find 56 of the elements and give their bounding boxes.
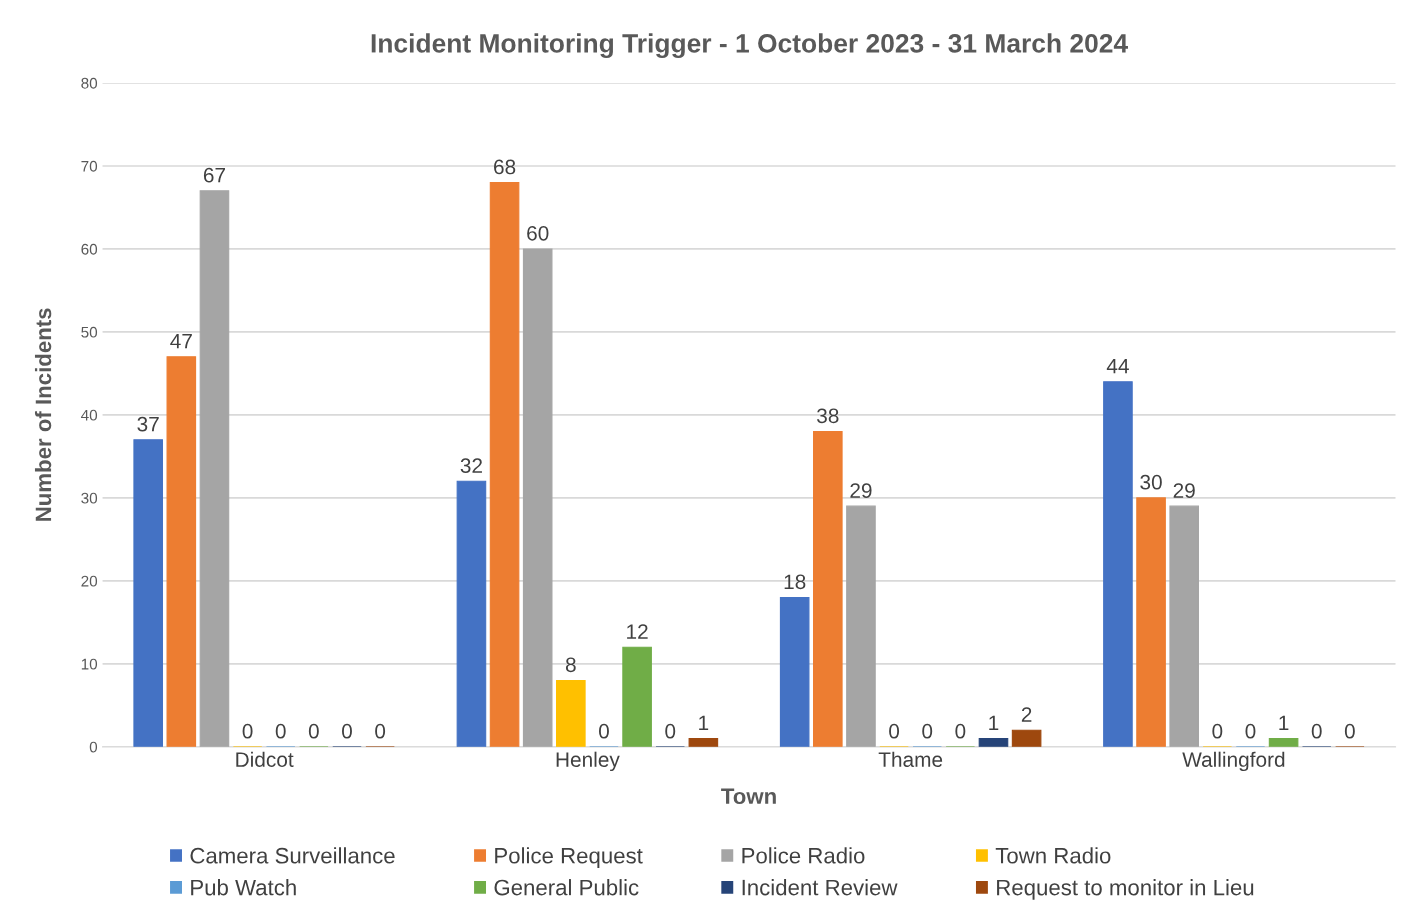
data-label: 67 xyxy=(203,167,225,183)
data-label: 37 xyxy=(137,416,159,432)
data-label: 0 xyxy=(1344,723,1355,739)
x-tick-label: Wallingford xyxy=(1182,751,1285,772)
data-label: 0 xyxy=(242,723,253,739)
data-label: 0 xyxy=(922,723,933,739)
data-label: 0 xyxy=(1212,723,1223,739)
data-label: 12 xyxy=(627,624,648,639)
y-tick-label: 50 xyxy=(81,326,98,338)
x-tick-label: Henley xyxy=(556,751,620,772)
data-label: 2 xyxy=(1021,707,1032,722)
data-label: 18 xyxy=(784,574,806,590)
data-label: 47 xyxy=(170,333,192,349)
x-axis-title: Town xyxy=(721,788,776,805)
data-label: 60 xyxy=(527,225,549,241)
y-tick-label: 70 xyxy=(81,160,98,172)
data-label: 0 xyxy=(308,723,319,739)
legend-label: Police Radio xyxy=(742,847,865,864)
data-label: 29 xyxy=(850,483,872,498)
data-label: 68 xyxy=(494,159,516,175)
data-label: 29 xyxy=(1173,483,1195,498)
y-tick-label: 20 xyxy=(81,575,98,587)
y-tick-label: 80 xyxy=(81,77,98,89)
data-label: 0 xyxy=(955,723,966,739)
data-label: 0 xyxy=(598,723,609,739)
data-label: 44 xyxy=(1106,358,1129,374)
data-label: 1 xyxy=(989,715,999,731)
data-label: 0 xyxy=(342,723,352,739)
legend-label: Town Radio xyxy=(995,847,1111,864)
legend-label: Police Request xyxy=(495,847,643,868)
y-tick-label: 30 xyxy=(81,492,98,504)
data-label: 1 xyxy=(1279,715,1289,731)
data-label: 0 xyxy=(1311,723,1322,739)
data-label: 30 xyxy=(1140,474,1162,490)
data-label: 0 xyxy=(275,723,286,739)
y-tick-label: 0 xyxy=(89,741,98,753)
data-label: 0 xyxy=(665,723,676,739)
legend-label: General Public xyxy=(494,879,639,896)
data-label: 1 xyxy=(699,715,709,731)
data-label: 0 xyxy=(1245,723,1256,739)
x-tick-label: Didcot xyxy=(236,751,294,767)
x-tick-label: Thame xyxy=(878,751,943,767)
chart-title: Incident Monitoring Trigger - 1 October 2023 - 31 March 2024 xyxy=(371,33,1128,59)
data-label: 38 xyxy=(817,408,839,424)
y-axis-title: Number of Incidents xyxy=(34,308,52,521)
data-label: 32 xyxy=(460,458,482,473)
legend-label: Pub Watch xyxy=(191,879,296,896)
legend-label: Request to monitor in Lieu xyxy=(997,879,1254,900)
data-label: 8 xyxy=(565,657,576,673)
legend-label: Camera Surveillance xyxy=(190,847,395,864)
y-tick-label: 10 xyxy=(81,658,98,670)
legend-label: Incident Review xyxy=(742,879,898,896)
data-label: 0 xyxy=(375,723,386,739)
y-tick-label: 60 xyxy=(81,243,98,255)
data-label: 0 xyxy=(889,723,900,739)
y-tick-label: 40 xyxy=(81,409,98,421)
